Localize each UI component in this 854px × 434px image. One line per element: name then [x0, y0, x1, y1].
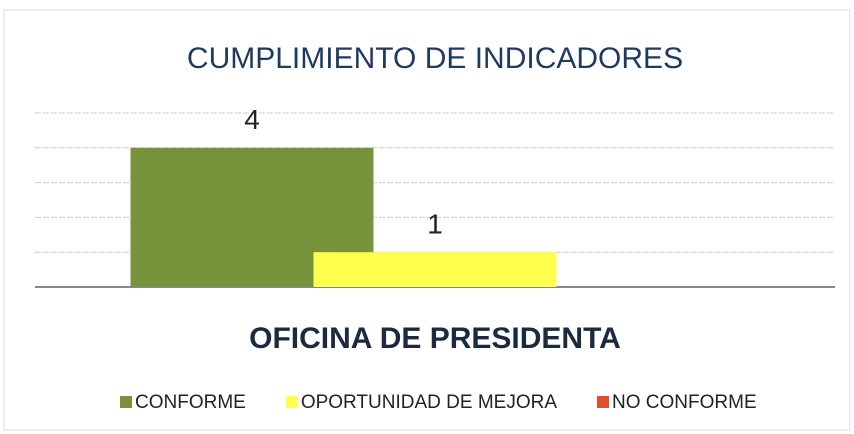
legend-label: CONFORME	[135, 392, 246, 413]
x-tick-label: OFICINA DE PRESIDENTA	[249, 322, 621, 355]
data-label: 1	[427, 209, 443, 240]
legend-swatch	[285, 396, 298, 408]
chart-title: CUMPLIMIENTO DE INDICADORES	[187, 42, 683, 75]
legend-label: OPORTUNIDAD DE MEJORA	[301, 392, 558, 413]
legend-swatch	[597, 396, 610, 408]
data-label: 4	[244, 104, 260, 135]
legend-label: NO CONFORME	[612, 392, 757, 413]
bar	[313, 252, 557, 287]
legend-swatch	[120, 396, 132, 408]
